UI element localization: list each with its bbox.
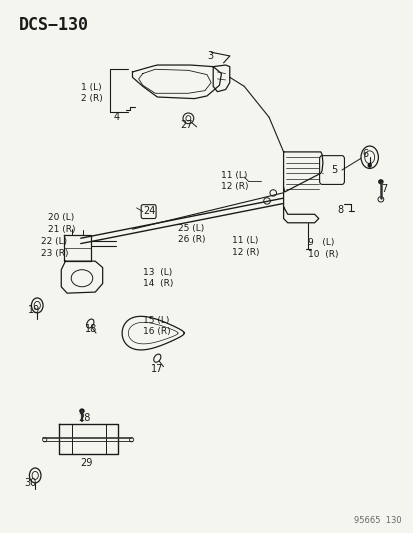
Text: 5: 5 <box>330 165 337 175</box>
Text: 24: 24 <box>142 206 155 216</box>
Text: 22 (L)
23 (R): 22 (L) 23 (R) <box>41 237 69 257</box>
Ellipse shape <box>80 409 84 413</box>
Text: 3: 3 <box>206 51 213 61</box>
Text: 30: 30 <box>24 478 36 488</box>
Text: DCS−130: DCS−130 <box>19 16 88 34</box>
Text: 17: 17 <box>151 364 163 374</box>
Text: 11 (L)
12 (R): 11 (L) 12 (R) <box>221 171 248 191</box>
Text: 18: 18 <box>85 324 97 334</box>
Text: 95665  130: 95665 130 <box>353 516 401 525</box>
Text: 13  (L)
14  (R): 13 (L) 14 (R) <box>142 268 173 288</box>
Text: 29: 29 <box>81 458 93 469</box>
Ellipse shape <box>368 163 370 167</box>
Ellipse shape <box>378 180 382 183</box>
Text: 11 (L)
12 (R): 11 (L) 12 (R) <box>231 236 259 256</box>
Text: 15 (L)
16 (R): 15 (L) 16 (R) <box>142 316 170 336</box>
Text: 6: 6 <box>361 149 368 159</box>
Text: 28: 28 <box>78 413 91 423</box>
Text: 7: 7 <box>380 184 386 194</box>
Text: 27: 27 <box>180 120 192 130</box>
Text: 8: 8 <box>337 205 343 215</box>
Text: 19: 19 <box>28 305 40 316</box>
Text: 20 (L)
21 (R): 20 (L) 21 (R) <box>47 213 75 233</box>
Text: 1 (L)
2 (R): 1 (L) 2 (R) <box>81 83 102 103</box>
Text: 4: 4 <box>114 112 120 122</box>
Text: 25 (L)
26 (R): 25 (L) 26 (R) <box>178 224 205 244</box>
Text: 9   (L)
10  (R): 9 (L) 10 (R) <box>308 238 338 259</box>
